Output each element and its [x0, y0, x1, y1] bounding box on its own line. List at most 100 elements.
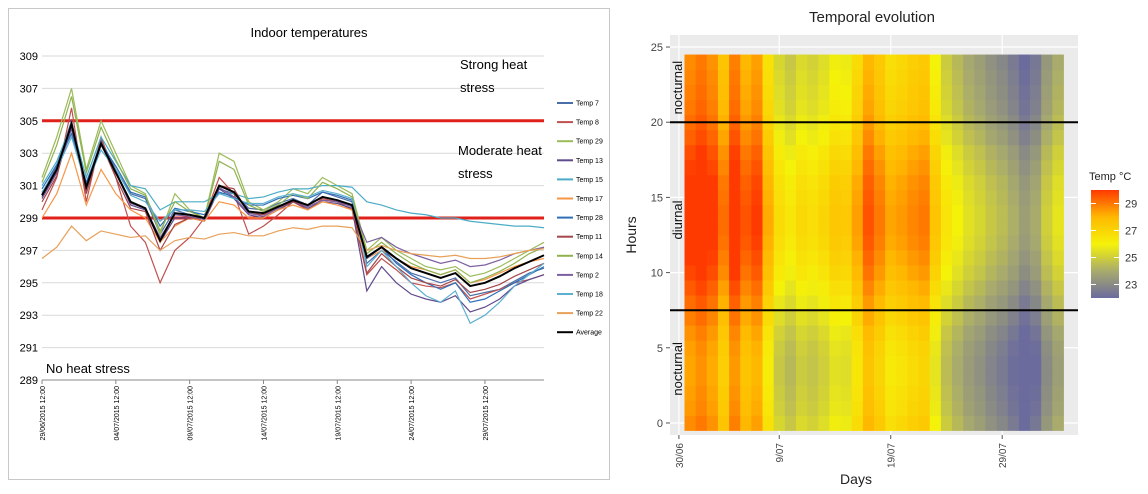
legend-label: Temp 29: [576, 139, 603, 146]
y-tick-label: 25: [651, 42, 663, 54]
heatmap-cell: [1018, 129, 1031, 146]
legend-label: Temp 7: [576, 101, 599, 108]
heatmap-cell: [862, 280, 875, 296]
heatmap-cell: [706, 280, 719, 296]
heatmap-cell: [1007, 159, 1020, 176]
heatmap-cell: [907, 129, 919, 146]
heatmap-cell: [929, 280, 942, 296]
heatmap-cell: [684, 129, 697, 146]
heatmap-cell: [762, 280, 775, 296]
heatmap-cell: [896, 99, 908, 116]
heatmap-cell: [717, 340, 730, 356]
heatmap-cell: [829, 99, 841, 116]
legend-label: Temp 15: [576, 177, 603, 184]
heatmap-cell: [1052, 235, 1064, 251]
heatmap-cell: [940, 144, 953, 161]
heatmap-cell: [684, 204, 697, 221]
heatmap-cell: [885, 370, 897, 386]
legend-label: Temp 14: [576, 253, 603, 260]
heatmap-cell: [807, 250, 819, 266]
heatmap-cell: [717, 265, 730, 281]
heatmap-cell: [929, 415, 942, 431]
heatmap-cell: [1007, 310, 1020, 326]
heatmap-cell: [851, 355, 864, 371]
heatmap-cell: [706, 400, 719, 416]
heatmap-cell: [762, 189, 775, 206]
heatmap-cell: [773, 129, 786, 146]
heatmap-cell: [1052, 355, 1064, 371]
heatmap-cell: [952, 204, 964, 221]
heatmap-cell: [1030, 204, 1042, 221]
y-tick-label: 303: [20, 148, 38, 160]
heatmap-cell: [1030, 310, 1042, 326]
heatmap-cell: [885, 99, 897, 116]
heatmap-cell: [717, 219, 730, 236]
heatmap-cell: [918, 84, 931, 101]
heatmap-cell: [1030, 84, 1042, 101]
heatmap-cell: [918, 265, 931, 281]
heatmap-cell: [695, 204, 708, 221]
heatmap-cell: [952, 144, 964, 161]
heatmap-cell: [1052, 54, 1064, 70]
heatmap-cell: [874, 54, 886, 70]
heatmap-cell: [918, 174, 931, 191]
heatmap-cell: [952, 385, 964, 401]
heatmap-cell: [807, 325, 819, 341]
heatmap-cell: [862, 174, 875, 191]
heatmap-cell: [862, 144, 875, 161]
heatmap-cell: [851, 325, 864, 341]
heatmap-cell: [907, 235, 919, 251]
heatmap-cell: [1018, 265, 1031, 281]
heatmap-cell: [807, 235, 819, 251]
heatmap-cell: [773, 69, 786, 86]
heatmap-cell: [985, 204, 998, 221]
y-tick-label: 5: [657, 343, 663, 355]
series-line: [41, 132, 545, 303]
heatmap-cell: [695, 250, 708, 266]
heatmap-cell: [784, 235, 797, 251]
heatmap-cell: [940, 325, 953, 341]
heatmap-cell: [862, 250, 875, 266]
heatmap-cell: [1052, 280, 1064, 296]
heatmap-cell: [740, 159, 752, 176]
heatmap-cell: [851, 235, 864, 251]
heatmap-cell: [874, 310, 886, 326]
heatmap-cell: [717, 295, 730, 311]
heatmap-cell: [807, 280, 819, 296]
heatmap-cell: [885, 385, 897, 401]
heatmap-cell: [706, 355, 719, 371]
heatmap-cell: [862, 129, 875, 146]
heatmap-cell: [862, 84, 875, 101]
chart-title: Indoor temperatures: [250, 25, 368, 40]
heatmap-cell: [963, 400, 975, 416]
heatmap-cell: [874, 355, 886, 371]
heatmap-cell: [1007, 250, 1020, 266]
heatmap-cell: [1041, 250, 1053, 266]
heatmap-cell: [695, 159, 708, 176]
heatmap-cell: [795, 235, 808, 251]
heatmap-cell: [807, 310, 819, 326]
heatmap-cell: [985, 84, 998, 101]
heatmap-cell: [807, 144, 819, 161]
heatmap-cell: [1041, 54, 1053, 70]
heatmap-cell: [996, 310, 1009, 326]
heatmap-cell: [907, 280, 919, 296]
heatmap-cell: [952, 340, 964, 356]
heatmap-cell: [1018, 204, 1031, 221]
heatmap-cell: [717, 370, 730, 386]
heatmap-cell: [907, 310, 919, 326]
heatmap-cell: [963, 159, 975, 176]
heatmap-cell: [818, 69, 830, 86]
heatmap-cell: [1041, 415, 1053, 431]
heatmap-cell: [784, 400, 797, 416]
heatmap-cell: [706, 385, 719, 401]
heatmap-cell: [729, 189, 741, 206]
heatmap-cell: [818, 54, 830, 70]
heatmap-cell: [729, 219, 741, 236]
heatmap-cell: [818, 235, 830, 251]
heatmap-cell: [784, 189, 797, 206]
heatmap-cell: [963, 235, 975, 251]
heatmap-cell: [829, 250, 841, 266]
y-tick-label: 293: [20, 310, 38, 322]
heatmap-cell: [929, 370, 942, 386]
